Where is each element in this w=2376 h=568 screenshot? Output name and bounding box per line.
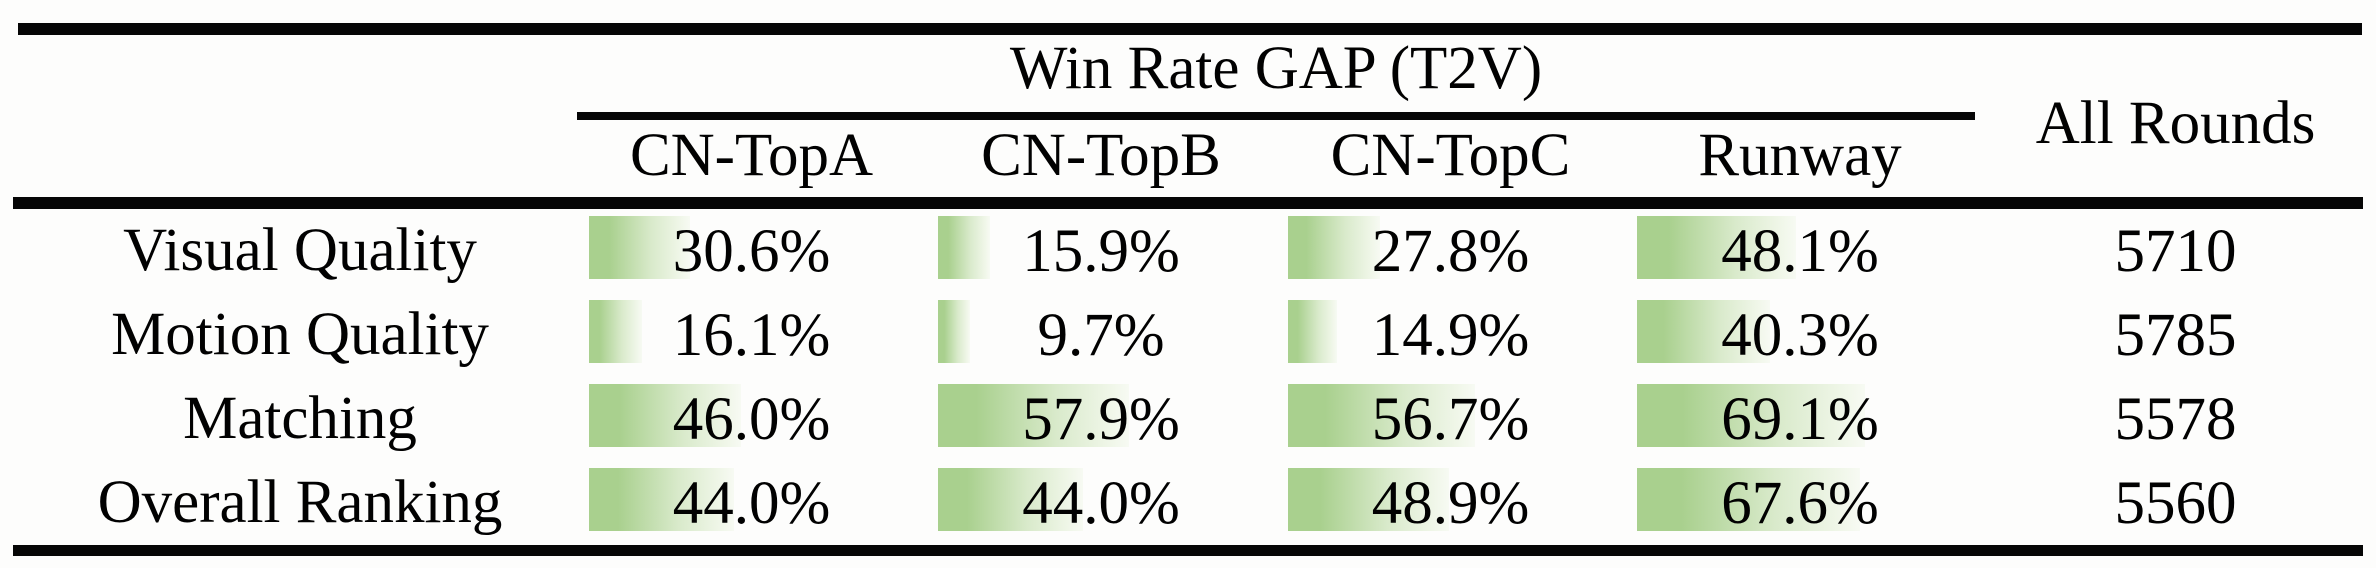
win-rate-value: 67.6% [1721, 470, 1879, 537]
table-top-rule [18, 23, 2362, 35]
column-header-all-rounds: All Rounds [2035, 90, 2316, 157]
win-rate-value: 16.1% [672, 302, 831, 369]
data-cell: 16.1% [577, 293, 926, 377]
header-bottom-rule [13, 197, 2363, 209]
win-rate-value: 44.0% [1022, 470, 1180, 537]
win-rate-bar [1288, 468, 1450, 531]
win-rate-bar [1288, 384, 1476, 447]
data-cell: 48.9% [1276, 461, 1625, 545]
row-label: Visual Quality [123, 217, 477, 284]
win-rate-bar [1288, 216, 1380, 279]
win-rate-bar [1637, 384, 1866, 447]
win-rate-bar [938, 384, 1130, 447]
table-bottom-rule [13, 545, 2363, 556]
win-rate-value: 48.1% [1721, 218, 1879, 285]
win-rate-bar [1637, 300, 1770, 363]
data-cell: 30.6% [577, 209, 926, 293]
data-cell: 15.9% [926, 209, 1276, 293]
row-label: Overall Ranking [97, 469, 503, 536]
table-row-overall-ranking: Overall Ranking 44.0% 44.0% 48.9% 67.6% … [0, 461, 2376, 545]
data-cell: 14.9% [1276, 293, 1625, 377]
win-rate-value: 46.0% [672, 386, 831, 453]
win-rate-value: 56.7% [1371, 386, 1530, 453]
group-header-win-rate-gap: Win Rate GAP (T2V) [1009, 35, 1543, 102]
win-rate-bar [1637, 216, 1796, 279]
win-rate-bar [938, 300, 970, 363]
win-rate-bar [1637, 468, 1861, 531]
win-rate-bar [589, 384, 741, 447]
data-cell: 9.7% [926, 293, 1276, 377]
data-cell: 57.9% [926, 377, 1276, 461]
table-row-matching: Matching 46.0% 57.9% 56.7% 69.1% 5578 [0, 377, 2376, 461]
win-rate-bar [589, 468, 735, 531]
data-cell: 67.6% [1625, 461, 1975, 545]
table-row-motion-quality: Motion Quality 16.1% 9.7% 14.9% 40.3% 57… [0, 293, 2376, 377]
all-rounds-value: 5560 [2114, 470, 2237, 537]
data-cell: 69.1% [1625, 377, 1975, 461]
win-rate-value: 30.6% [672, 218, 831, 285]
column-header-runway: Runway [1698, 122, 1902, 189]
column-header-cn-topa: CN-TopA [629, 122, 874, 189]
all-rounds-value: 5785 [2114, 302, 2237, 369]
win-rate-value: 27.8% [1371, 218, 1530, 285]
win-rate-bar [938, 468, 1084, 531]
data-cell: 48.1% [1625, 209, 1975, 293]
data-cell: 44.0% [577, 461, 926, 545]
win-rate-bar [589, 216, 690, 279]
win-rate-bar [589, 300, 643, 363]
data-cell: 40.3% [1625, 293, 1975, 377]
row-label: Motion Quality [111, 301, 489, 368]
win-rate-value: 40.3% [1721, 302, 1879, 369]
win-rate-value: 44.0% [672, 470, 831, 537]
data-cell: 56.7% [1276, 377, 1625, 461]
column-header-cn-topc: CN-TopC [1330, 122, 1571, 189]
data-cell: 27.8% [1276, 209, 1625, 293]
group-header-underline-rule [577, 112, 1975, 120]
all-rounds-value: 5578 [2114, 386, 2237, 453]
win-rate-value: 57.9% [1022, 386, 1180, 453]
win-rate-value: 69.1% [1721, 386, 1879, 453]
win-rate-bar [1288, 300, 1338, 363]
win-rate-value: 14.9% [1371, 302, 1530, 369]
all-rounds-value: 5710 [2114, 218, 2237, 285]
data-cell: 44.0% [926, 461, 1276, 545]
table-row-visual-quality: Visual Quality 30.6% 15.9% 27.8% 48.1% 5… [0, 209, 2376, 293]
win-rate-value: 9.7% [1037, 302, 1165, 369]
column-header-cn-topb: CN-TopB [981, 122, 1221, 189]
win-rate-value: 15.9% [1022, 218, 1180, 285]
win-rate-bar [938, 216, 991, 279]
data-cell: 46.0% [577, 377, 926, 461]
row-label: Matching [183, 385, 417, 452]
win-rate-value: 48.9% [1371, 470, 1530, 537]
